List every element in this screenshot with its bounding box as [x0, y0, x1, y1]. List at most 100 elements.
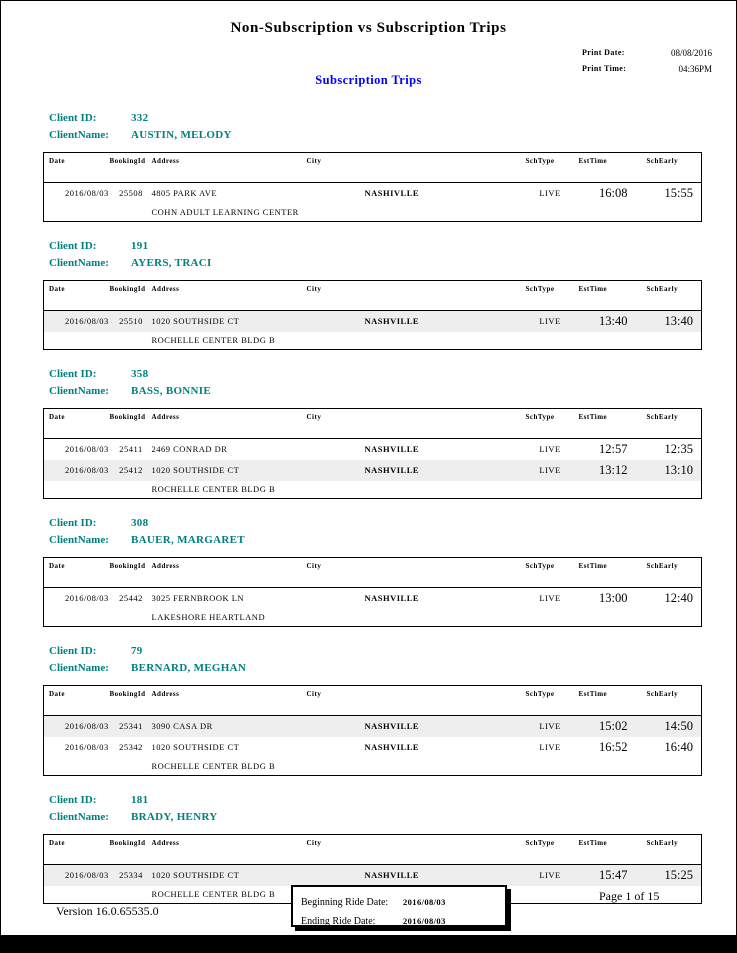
cell-esttime: 12:57	[599, 441, 628, 456]
print-date-row: Print Date: 08/08/2016	[582, 48, 712, 58]
ending-ride-date-row: Ending Ride Date: 2016/08/03	[301, 911, 446, 927]
col-header-date: Date	[49, 285, 65, 293]
cell-schearly: 12:35	[664, 441, 693, 456]
client-id-label: Client ID:	[49, 517, 97, 529]
cell-address2: ROCHELLE CENTER BLDG B	[151, 335, 276, 346]
col-header-date: Date	[49, 157, 65, 165]
client-section-bass: Client ID: 358 ClientName: BASS, BONNIE Da…	[1, 365, 736, 499]
cell-esttime: 15:47	[599, 867, 628, 882]
table-row: 2016/08/03 25412 1020 SOUTHSIDE CT NASHV…	[43, 459, 702, 481]
cell-bookingid: 25412	[119, 465, 143, 475]
col-header-city: City	[306, 690, 322, 698]
client-section-ayers: Client ID: 191 ClientName: AYERS, TRACI Da…	[1, 237, 736, 350]
cell-city: NASHVILLE	[364, 721, 420, 732]
trips-table: Date BookingId Address City SchType EstT…	[43, 408, 702, 499]
table-row: 2016/08/03 25341 3090 CASA DR NASHVILLE …	[43, 715, 702, 737]
cell-esttime: 16:52	[599, 739, 628, 754]
col-header-schtype: SchType	[525, 157, 555, 165]
page-number: Page 1 of 15	[599, 889, 660, 903]
cell-address: 3090 CASA DR	[151, 721, 213, 732]
col-header-bookingid: BookingId	[109, 690, 146, 698]
col-header-date: Date	[49, 839, 65, 847]
cell-address: 1020 SOUTHSIDE CT	[151, 870, 240, 881]
client-id-label: Client ID:	[49, 645, 97, 657]
cell-address2: ROCHELLE CENTER BLDG B	[151, 484, 276, 495]
col-header-schtype: SchType	[525, 562, 555, 570]
trips-table: Date BookingId Address City SchType EstT…	[43, 834, 702, 904]
cell-schearly: 16:40	[664, 739, 693, 754]
cell-schtype: LIVE	[539, 721, 561, 732]
cell-schtype: LIVE	[539, 444, 561, 455]
client-id-value: 308	[131, 517, 149, 529]
col-header-city: City	[306, 157, 322, 165]
col-header-schtype: SchType	[525, 413, 555, 421]
address2-row: ROCHELLE CENTER BLDG B	[43, 331, 702, 350]
col-header-address: Address	[151, 413, 180, 421]
cell-schearly: 14:50	[664, 718, 693, 733]
cell-schtype: LIVE	[539, 188, 561, 199]
col-header-date: Date	[49, 413, 65, 421]
print-time-row: Print Time: 04:36PM	[582, 64, 712, 74]
cell-schearly: 15:25	[664, 867, 693, 882]
client-block: Client ID: 79 ClientName: BERNARD, MEGHAN	[49, 642, 699, 676]
client-id-value: 79	[131, 645, 143, 657]
client-name-row: ClientName: BASS, BONNIE	[49, 382, 699, 399]
print-date-label: Print Date:	[582, 48, 625, 57]
cell-city: NASHIVLLE	[364, 188, 420, 199]
client-id-label: Client ID:	[49, 112, 97, 124]
cell-schtype: LIVE	[539, 870, 561, 881]
cell-address2: ROCHELLE CENTER BLDG B	[151, 889, 276, 900]
cell-date: 2016/08/03	[65, 742, 109, 752]
cell-city: NASHVILLE	[364, 444, 420, 455]
table-header-row: Date BookingId Address City SchType EstT…	[43, 281, 702, 311]
cell-address: 2469 CONRAD DR	[151, 444, 228, 455]
client-id-row: Client ID: 308	[49, 514, 699, 531]
cell-esttime: 16:08	[599, 185, 628, 200]
cell-bookingid: 25442	[119, 593, 143, 604]
col-header-bookingid: BookingId	[109, 285, 146, 293]
client-id-value: 332	[131, 112, 149, 124]
client-id-value: 191	[131, 240, 149, 252]
col-header-schtype: SchType	[525, 285, 555, 293]
cell-address: 1020 SOUTHSIDE CT	[151, 465, 240, 475]
print-time-value: 04:36PM	[678, 64, 712, 74]
print-info-block: Print Date: 08/08/2016 Print Time: 04:36…	[582, 48, 712, 80]
cell-address: 1020 SOUTHSIDE CT	[151, 742, 240, 752]
report-title: Non-Subscription vs Subscription Trips	[230, 20, 507, 36]
client-section-bernard: Client ID: 79 ClientName: BERNARD, MEGHAN …	[1, 642, 736, 776]
client-id-row: Client ID: 332	[49, 109, 699, 126]
col-header-date: Date	[49, 562, 65, 570]
client-name-value: AUSTIN, MELODY	[131, 129, 232, 141]
cell-bookingid: 25342	[119, 742, 143, 752]
beginning-ride-date-label: Beginning Ride Date:	[301, 897, 389, 908]
client-name-label: ClientName:	[49, 257, 109, 269]
col-header-city: City	[306, 285, 322, 293]
col-header-address: Address	[151, 562, 180, 570]
print-date-value: 08/08/2016	[670, 48, 712, 58]
cell-address2: ROCHELLE CENTER BLDG B	[151, 761, 276, 772]
cell-bookingid: 25411	[119, 444, 143, 455]
trips-table: Date BookingId Address City SchType EstT…	[43, 685, 702, 776]
col-header-esttime: EstTime	[578, 839, 608, 847]
client-section-brady: Client ID: 181 ClientName: BRADY, HENRY Da…	[1, 791, 736, 904]
client-id-value: 181	[131, 794, 149, 806]
table-row: 2016/08/03 25411 2469 CONRAD DR NASHVILL…	[44, 439, 702, 460]
client-name-value: AYERS, TRACI	[131, 257, 212, 269]
cell-esttime: 15:02	[599, 718, 628, 733]
table-row: 2016/08/03 25510 1020 SOUTHSIDE CT NASHV…	[43, 310, 702, 332]
client-id-value: 358	[131, 368, 149, 380]
beginning-ride-date-value: 2016/08/03	[403, 897, 446, 907]
cell-bookingid: 25510	[119, 316, 143, 327]
table-header-row: Date BookingId Address City SchType EstT…	[43, 153, 702, 183]
col-header-schearly: SchEarly	[646, 157, 679, 165]
cell-schtype: LIVE	[539, 593, 561, 604]
col-header-bookingid: BookingId	[109, 839, 146, 847]
cell-date: 2016/08/03	[65, 593, 109, 604]
ending-ride-date-value: 2016/08/03	[403, 916, 446, 926]
cell-schearly: 15:55	[664, 185, 693, 200]
cell-date: 2016/08/03	[65, 316, 109, 327]
client-section-austin: Client ID: 332 ClientName: AUSTIN, MELODY …	[1, 109, 736, 222]
cell-schearly: 13:40	[664, 313, 693, 328]
cell-bookingid: 25341	[119, 721, 143, 732]
